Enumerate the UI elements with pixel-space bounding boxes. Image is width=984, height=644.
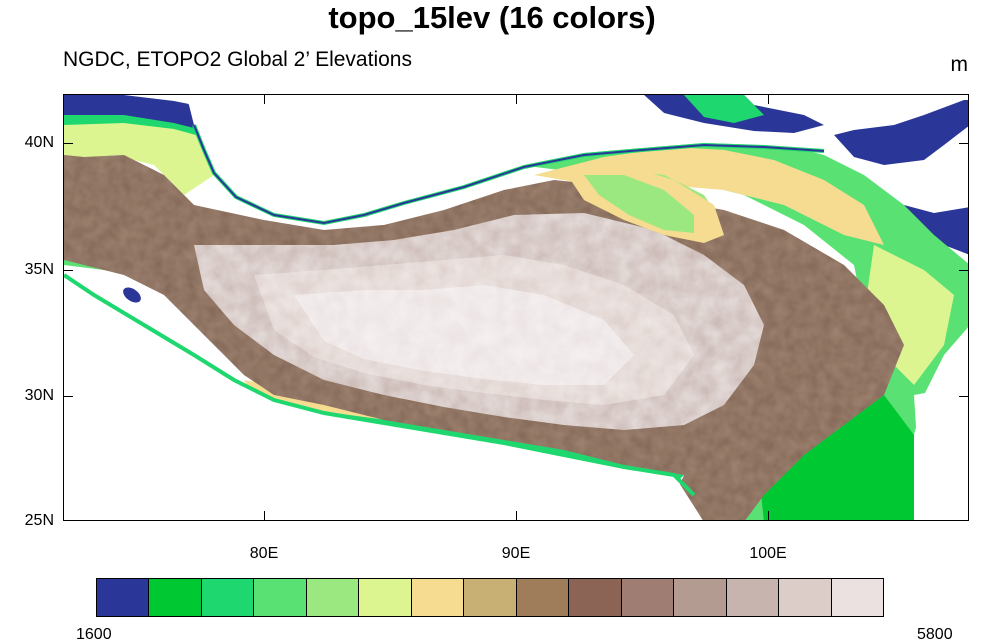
colorbar-swatch-10: [569, 579, 622, 616]
colorbar-swatch-3: [201, 579, 255, 616]
lake: [123, 287, 141, 303]
lat-label-30n: 30N: [24, 387, 54, 404]
lon-label-80e: 80E: [249, 545, 279, 562]
tarim-basin-edge: [193, 124, 825, 225]
ganges-plain: [64, 275, 703, 520]
colorbar-swatch-6: [359, 579, 412, 616]
colorbar-swatch-5: [306, 579, 360, 616]
elevation-colorbar: [96, 578, 884, 617]
qaidam-basin: [564, 165, 724, 243]
elevation-map: [64, 95, 968, 520]
lat-label-35n: 35N: [24, 261, 54, 278]
map-title: topo_15lev (16 colors): [328, 0, 656, 35]
colorbar-swatch-4: [254, 579, 307, 616]
colorbar-swatch-1: [97, 579, 150, 616]
colorbar-swatch-2: [149, 579, 202, 616]
colorbar-swatch-15: [831, 579, 884, 616]
colorbar-swatch-14: [779, 579, 832, 616]
lon-label-90e: 90E: [501, 545, 531, 562]
lat-label-25n: 25N: [24, 512, 54, 529]
se-lowland-gap: [914, 385, 968, 520]
map-subtitle: NGDC, ETOPO2 Global 2’ Elevations: [63, 48, 412, 71]
lat-label-40n: 40N: [24, 134, 54, 151]
himalaya-front: [64, 273, 696, 497]
colorbar-swatch-13: [726, 579, 780, 616]
colorbar-swatch-7: [411, 579, 465, 616]
map-plot-area: [63, 94, 969, 521]
plateau-interior: [194, 213, 764, 430]
tarim-basin: [184, 95, 834, 220]
colorbar-swatch-9: [516, 579, 570, 616]
colorbar-swatch-8: [464, 579, 517, 616]
colorbar-swatch-12: [674, 579, 727, 616]
colorbar-swatch-11: [621, 579, 675, 616]
lon-label-100e: 100E: [749, 545, 787, 562]
colorbar-min-label: 1600: [76, 626, 112, 643]
units-label: m: [950, 53, 969, 76]
colorbar-max-label: 5800: [917, 626, 953, 643]
